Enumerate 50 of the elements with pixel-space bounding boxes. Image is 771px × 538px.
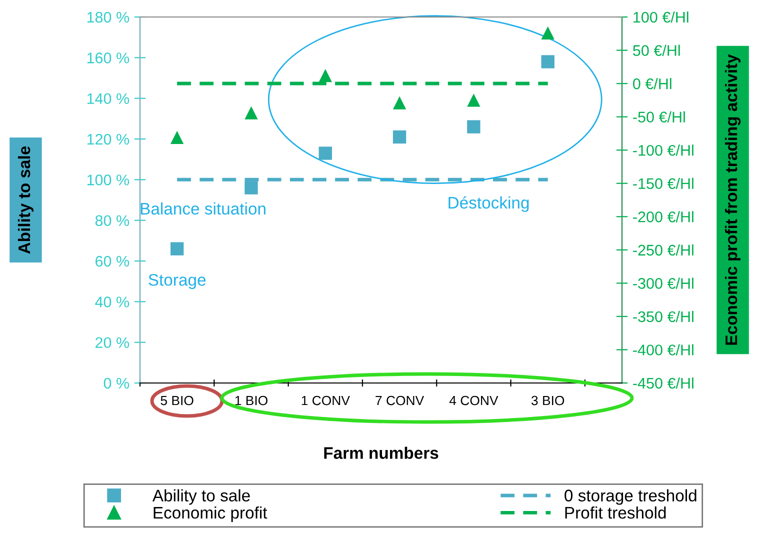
point	[541, 26, 554, 40]
x-axis-title: Farm numbers	[324, 446, 438, 459]
point	[170, 242, 184, 256]
point	[244, 106, 258, 120]
y-tick-label: 80 %	[95, 215, 130, 226]
y-tick-label: 0 %	[104, 378, 130, 389]
y2-tick-label: -150 €/Hl	[633, 178, 694, 190]
legend-label: Economic profit	[154, 506, 268, 522]
y-tick-label: 40 %	[95, 296, 130, 308]
y2-axis-title: Economic profit from trading activity	[724, 54, 741, 345]
y2-tick-label: 0 €/Hl	[633, 78, 672, 90]
point	[392, 96, 406, 110]
annotation: Balance situation	[140, 202, 266, 215]
x-tick-label: 1 BIO	[235, 396, 268, 406]
point	[318, 146, 332, 160]
legend-label: 0 storage treshold	[564, 489, 696, 505]
y2-tick-label: -100 €/Hl	[633, 144, 694, 156]
point	[467, 94, 480, 107]
x-tick-label: 3 BIO	[531, 396, 564, 406]
y2-tick-label: -400 €/Hl	[633, 344, 694, 356]
x-tick-label: 4 CONV	[449, 396, 498, 406]
legend-label: Ability to sale	[152, 489, 250, 505]
y2-tick-label: -450 €/Hl	[633, 377, 694, 389]
y2-tick-label: -350 €/Hl	[633, 310, 694, 322]
y2-tick-label: 50 €/Hl	[633, 44, 680, 56]
y-tick-label: 160 %	[87, 52, 130, 64]
point	[467, 120, 480, 134]
y2-tick-label: -300 €/Hl	[633, 278, 694, 289]
annotation: Storage	[148, 274, 206, 290]
y-tick-label: 120 %	[87, 134, 130, 145]
y-tick-label: 180 %	[87, 12, 130, 23]
y-axis-title: Ability to sale	[18, 146, 34, 254]
x-tick-label: 7 CONV	[376, 396, 424, 406]
y2-tick-label: -200 €/Hl	[633, 211, 694, 222]
y2-tick-label: 100 €/Hl	[634, 11, 688, 23]
x-tick-label: 1 CONV	[302, 396, 350, 406]
point	[244, 181, 258, 194]
y-tick-label: 60 %	[96, 256, 130, 267]
point	[170, 130, 184, 144]
y2-tick-label: -250 €/Hl	[633, 244, 694, 256]
point	[392, 130, 406, 144]
y2-tick-label: -50 €/Hl	[633, 111, 685, 123]
y-tick-label: 20 %	[96, 337, 130, 348]
y-tick-label: 140 %	[87, 93, 130, 104]
legend-label: Profit treshold	[565, 506, 666, 519]
x-tick-label: 5 BIO	[160, 396, 194, 406]
annotation: Déstocking	[448, 196, 529, 212]
point	[318, 68, 332, 82]
point	[541, 55, 554, 68]
y-tick-label: 100 %	[87, 174, 130, 186]
